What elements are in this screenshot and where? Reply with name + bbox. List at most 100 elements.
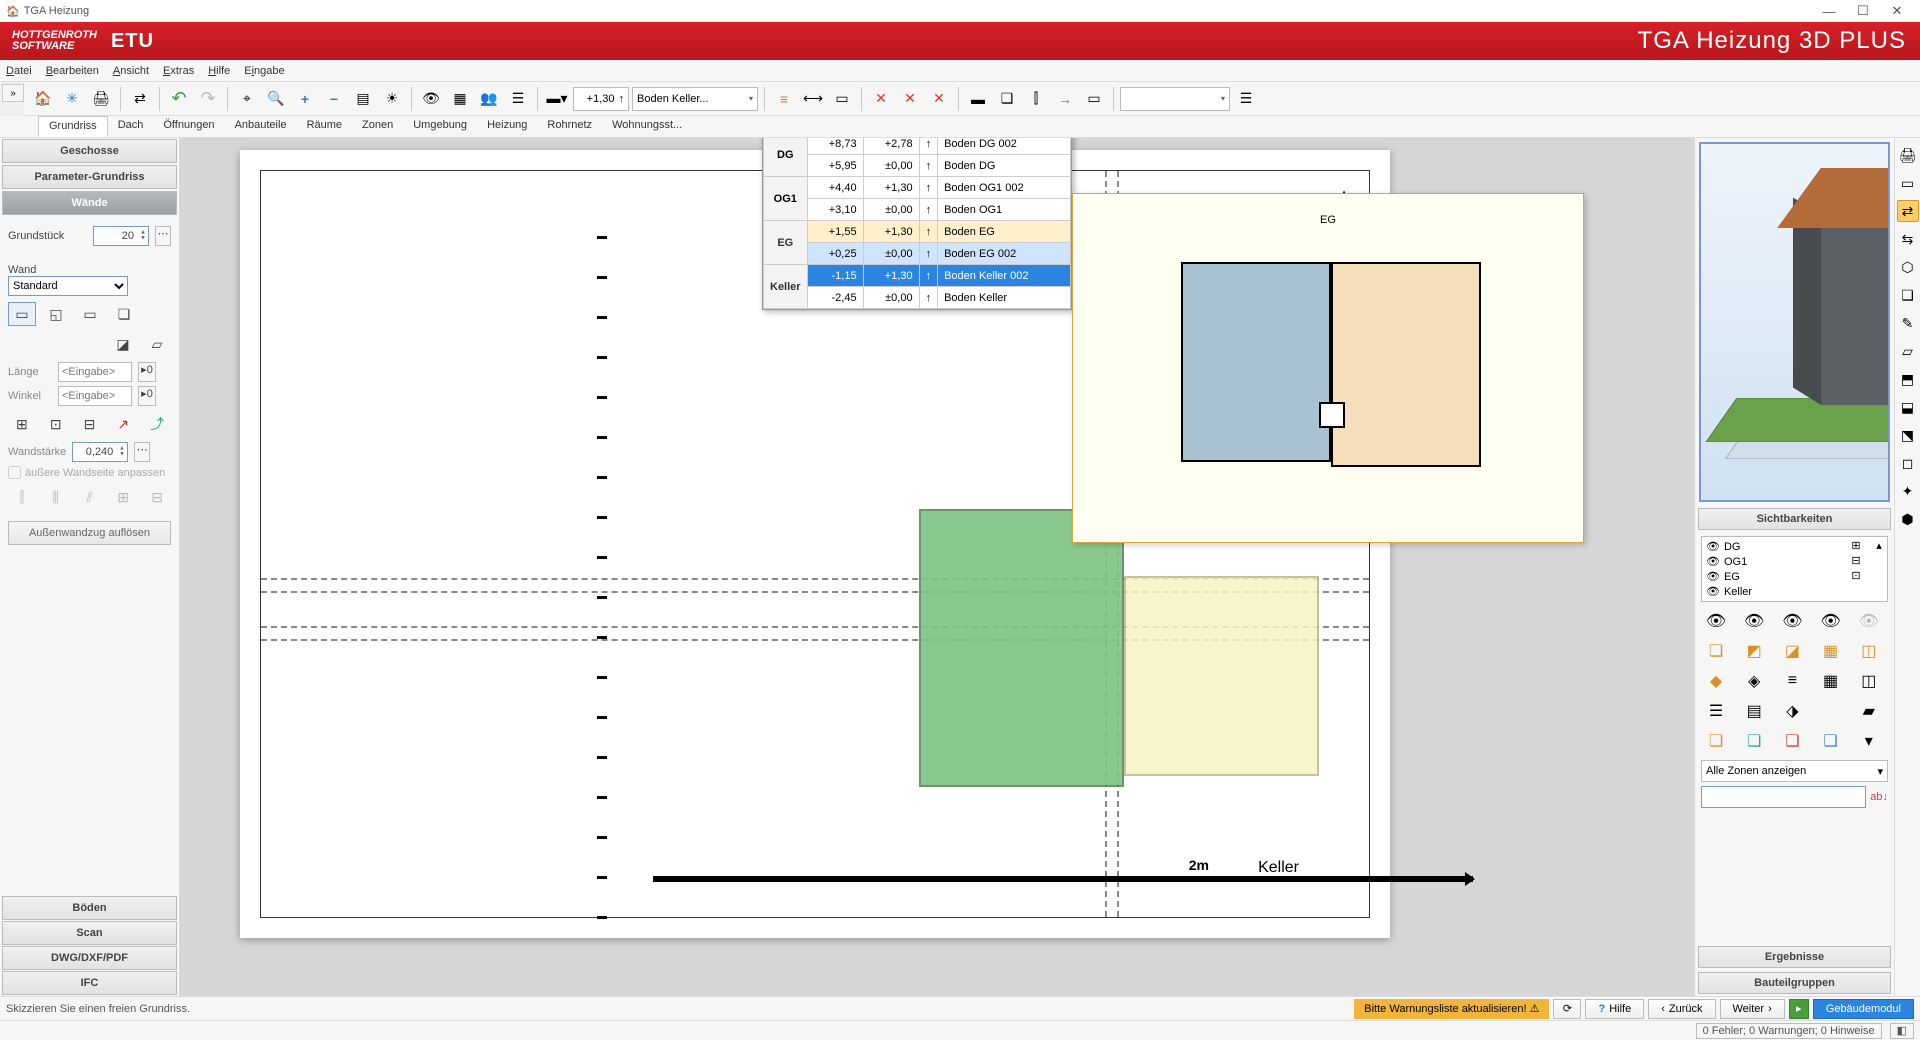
- vis-lay-1-icon[interactable]: ☰: [1701, 698, 1731, 724]
- vis-box-1-icon[interactable]: ❏: [1701, 638, 1731, 664]
- wall-type-3-icon[interactable]: ▭: [76, 302, 104, 326]
- snap-4-icon[interactable]: ↗: [109, 412, 137, 436]
- vis-c-3-icon[interactable]: ❏: [1777, 728, 1807, 754]
- floor-row[interactable]: DG+8,73+2,78↑Boden DG 002: [764, 138, 1071, 155]
- menu-hilfe[interactable]: Hilfe: [208, 65, 230, 77]
- winkel-input[interactable]: [58, 386, 132, 406]
- vis-box-2-icon[interactable]: ◩: [1739, 638, 1769, 664]
- vis-lay-2-icon[interactable]: ▤: [1739, 698, 1769, 724]
- vis-shp-5-icon[interactable]: ◫: [1854, 668, 1884, 694]
- vis-eye-4-icon[interactable]: 👁: [1816, 608, 1846, 634]
- view-toggle-icon[interactable]: ◧: [1890, 1023, 1914, 1039]
- vis-c-2-icon[interactable]: ❏: [1739, 728, 1769, 754]
- module-button[interactable]: Gebäudemodul: [1813, 999, 1914, 1019]
- wall-type-6-icon[interactable]: ▱: [143, 332, 171, 356]
- section-ergebnisse[interactable]: Ergebnisse: [1698, 946, 1891, 968]
- rtool-11-icon[interactable]: ◻: [1897, 452, 1919, 474]
- floor-row[interactable]: -2,45±0,00↑Boden Keller: [764, 287, 1071, 309]
- refresh-button[interactable]: ⟳: [1553, 999, 1581, 1019]
- subtab-oeffnungen[interactable]: Öffnungen: [153, 116, 224, 137]
- section-ifc[interactable]: IFC: [2, 971, 177, 995]
- section-parameter[interactable]: Parameter-Grundriss: [2, 165, 177, 189]
- subtab-wohnung[interactable]: Wohnungsst...: [602, 116, 692, 137]
- vis-c-4-icon[interactable]: ❏: [1816, 728, 1846, 754]
- wall-type-1-icon[interactable]: ▭: [8, 302, 36, 326]
- grid-view-3-icon[interactable]: ⊡: [1851, 569, 1860, 582]
- floor-mode-icon[interactable]: ▬▾: [544, 86, 570, 112]
- error-count[interactable]: 0 Fehler; 0 Warnungen; 0 Hinweise: [1696, 1023, 1882, 1039]
- maximize-button[interactable]: ☐: [1846, 3, 1880, 19]
- section-dwg[interactable]: DWG/DXF/PDF: [2, 946, 177, 970]
- rtool-1-icon[interactable]: ▭: [1897, 172, 1919, 194]
- wand-select[interactable]: Standard: [8, 276, 128, 296]
- cross2-icon[interactable]: ✕: [897, 86, 923, 112]
- subtab-rohrnetz[interactable]: Rohrnetz: [537, 116, 602, 137]
- dimension-icon[interactable]: ⟷: [800, 86, 826, 112]
- vis-lay-3-icon[interactable]: ⬗: [1777, 698, 1807, 724]
- layer-icon[interactable]: ▤: [350, 86, 376, 112]
- vis-lay-5-icon[interactable]: ▰: [1854, 698, 1884, 724]
- menu-eingabe[interactable]: Eingabe: [244, 65, 284, 77]
- visibility-floor-item[interactable]: 👁EG: [1704, 569, 1839, 584]
- floor-value-dropdown[interactable]: +1,30↑: [573, 87, 629, 111]
- rtool-13-icon[interactable]: ⬢: [1897, 508, 1919, 530]
- zoom-in-icon[interactable]: +: [292, 86, 318, 112]
- vis-eye-5-icon[interactable]: 👁: [1854, 608, 1884, 634]
- wall-op-4-icon[interactable]: ⊞: [109, 485, 137, 509]
- menu-ansicht[interactable]: Ansicht: [113, 65, 149, 77]
- next-green-button[interactable]: ▸: [1789, 999, 1809, 1019]
- collapse-sidebar[interactable]: »: [2, 84, 24, 102]
- grundstueck-input[interactable]: 20: [93, 226, 149, 246]
- canvas[interactable]: ▲ 2m Keller DG+8,73+2,78↑Boden DG 002+5,…: [180, 138, 1694, 996]
- vis-eye-2-icon[interactable]: 👁: [1739, 608, 1769, 634]
- exchange-icon[interactable]: ⇄: [127, 86, 153, 112]
- home-icon[interactable]: 🏠: [30, 86, 56, 112]
- zoom-window-icon[interactable]: ⌖: [234, 86, 260, 112]
- floor-row[interactable]: +5,95±0,00↑Boden DG: [764, 155, 1071, 177]
- close-button[interactable]: ✕: [1880, 3, 1914, 19]
- rtool-5-icon[interactable]: ❏: [1897, 284, 1919, 306]
- wandstaerke-more[interactable]: ⋯: [134, 442, 150, 462]
- wandstaerke-input[interactable]: 0,240: [72, 442, 128, 462]
- menu-datei[interactable]: Datei: [6, 65, 32, 77]
- rtool-9-icon[interactable]: ⬓: [1897, 396, 1919, 418]
- filter-input[interactable]: [1701, 786, 1866, 808]
- scroll-up-icon[interactable]: ▴: [1873, 539, 1885, 599]
- burst-icon[interactable]: ✳: [59, 86, 85, 112]
- floor-row[interactable]: +0,25±0,00↑Boden EG 002: [764, 243, 1071, 265]
- menu-bearbeiten[interactable]: Bearbeiten: [46, 65, 99, 77]
- warning-banner[interactable]: Bitte Warnungsliste aktualisieren! ⚠: [1354, 999, 1549, 1019]
- cube-icon[interactable]: ❏: [994, 86, 1020, 112]
- wall-type-5-icon[interactable]: ◪: [109, 332, 137, 356]
- help-button[interactable]: ?Hilfe: [1585, 999, 1644, 1019]
- wall-op-2-icon[interactable]: ⫼: [42, 485, 70, 509]
- cross1-icon[interactable]: ✕: [868, 86, 894, 112]
- floor-label-dropdown[interactable]: Boden Keller...▾: [632, 87, 758, 111]
- plan-room-2[interactable]: [1124, 576, 1319, 776]
- section-sichtbarkeiten[interactable]: Sichtbarkeiten: [1698, 508, 1891, 530]
- snap-1-icon[interactable]: ⊞: [8, 412, 36, 436]
- people-icon[interactable]: 👥: [476, 86, 502, 112]
- vis-shp-4-icon[interactable]: ▦: [1816, 668, 1846, 694]
- vis-shp-1-icon[interactable]: ◆: [1701, 668, 1731, 694]
- grid-icon[interactable]: ▦: [447, 86, 473, 112]
- laenge-input[interactable]: [58, 362, 132, 382]
- cross3-icon[interactable]: ✕: [926, 86, 952, 112]
- list-icon[interactable]: ☰: [505, 86, 531, 112]
- grid-view-2-icon[interactable]: ⊟: [1851, 554, 1860, 567]
- visibility-floor-item[interactable]: 👁OG1: [1704, 554, 1839, 569]
- wall-op-3-icon[interactable]: ⫽: [76, 485, 104, 509]
- minimize-button[interactable]: —: [1812, 4, 1846, 19]
- vis-eye-1-icon[interactable]: 👁: [1701, 608, 1731, 634]
- wall-type-4-icon[interactable]: ❏: [110, 302, 138, 326]
- zoom-icon[interactable]: 🔍: [263, 86, 289, 112]
- aufloesen-button[interactable]: Außenwandzug auflösen: [8, 521, 171, 545]
- arrow-icon[interactable]: →: [1052, 86, 1078, 112]
- winkel-step[interactable]: ▸0: [138, 386, 156, 406]
- section-boeden[interactable]: Böden: [2, 896, 177, 920]
- subtab-anbauteile[interactable]: Anbauteile: [225, 116, 297, 137]
- section-scan[interactable]: Scan: [2, 921, 177, 945]
- vis-box-3-icon[interactable]: ◪: [1777, 638, 1807, 664]
- visibility-floor-item[interactable]: 👁Keller: [1704, 584, 1839, 599]
- menu-extras[interactable]: Extras: [163, 65, 194, 77]
